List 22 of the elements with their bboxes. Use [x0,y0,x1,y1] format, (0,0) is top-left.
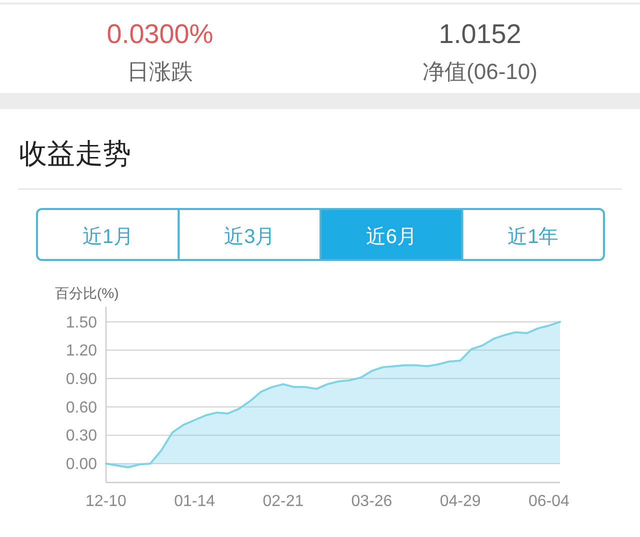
card-value: 1.0152 [438,19,522,49]
title: 收益走势 [19,138,131,169]
tab-label: 近1年 [508,226,559,248]
xtick: 06-04 [528,493,570,510]
ytick: 0.00 [66,456,97,474]
ytick: 1.20 [66,342,97,360]
tab-label: 近3月 [224,226,276,248]
xtick: 12-10 [86,493,126,510]
card-label: 日涨跌 [127,59,193,84]
ytick: 0.90 [66,371,97,388]
ytick: 0.30 [66,428,97,445]
ytick: 0.60 [66,399,97,416]
xtick: 03-26 [351,493,392,510]
tab-label: 近6月 [366,226,417,248]
ytick: 1.50 [66,314,97,332]
card-label: 净值(06-10) [422,59,538,84]
xtick: 04-29 [440,493,481,510]
ylabel: 百分比(%) [55,285,119,301]
tab-label: 近1月 [82,226,134,248]
xtick: 02-21 [262,493,304,510]
xtick: 01-14 [174,493,216,510]
card-value: 0.0300% [106,19,214,49]
